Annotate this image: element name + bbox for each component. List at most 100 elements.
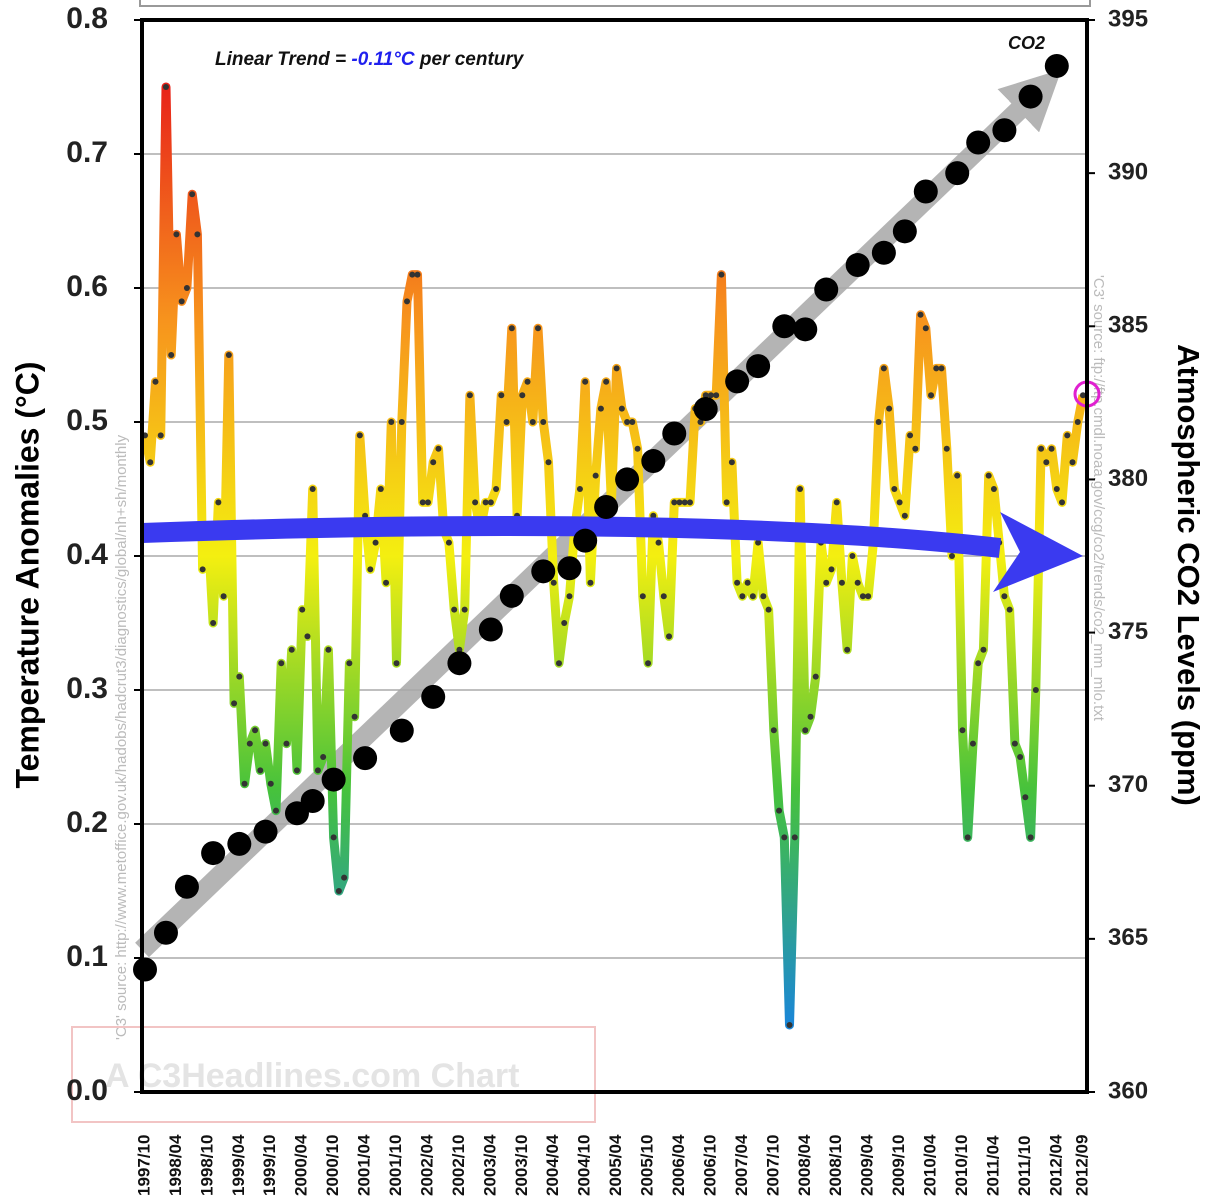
point [891, 486, 898, 492]
co2-dot [353, 746, 378, 771]
point [849, 553, 856, 559]
point [922, 325, 929, 332]
point [1059, 499, 1066, 506]
point [576, 486, 583, 492]
x-tick-label: 2001/10 [386, 1135, 405, 1196]
point [603, 378, 610, 385]
y2-tick-label: 380 [1108, 465, 1148, 492]
linear-trend-arrow [141, 515, 1002, 558]
point [917, 311, 924, 318]
point [566, 593, 573, 600]
point [844, 646, 851, 653]
x-tick-label: 2005/04 [606, 1134, 625, 1196]
x-tick-label: 2005/10 [638, 1135, 657, 1196]
point [404, 298, 411, 305]
point [435, 445, 442, 452]
point [503, 419, 510, 425]
point [262, 740, 269, 747]
point [173, 231, 180, 238]
point [760, 593, 767, 600]
point [901, 512, 908, 519]
annotation-value: -0.11°C [351, 49, 414, 70]
co2-dot [300, 789, 325, 814]
co2-dot [746, 354, 771, 379]
point [964, 834, 971, 841]
point [1048, 445, 1055, 452]
point [482, 499, 489, 506]
point [472, 499, 479, 506]
point [409, 271, 416, 278]
y-tick-label: 0.7 [66, 136, 108, 169]
x-tick-label: 1999/04 [229, 1134, 248, 1196]
point [1080, 392, 1086, 399]
point [1032, 687, 1039, 693]
point [451, 606, 458, 613]
point [791, 834, 798, 841]
point [1038, 445, 1045, 452]
point [765, 606, 772, 613]
point [624, 419, 631, 425]
point [147, 459, 154, 466]
point [555, 660, 562, 667]
point [1006, 606, 1013, 613]
point [1064, 432, 1071, 439]
co2-dot [772, 314, 797, 339]
x-tick-label: 2010/10 [952, 1135, 971, 1196]
point [859, 593, 866, 600]
y-tick-label: 0.5 [66, 404, 108, 437]
point [744, 579, 751, 586]
x-tick-label: 2007/04 [732, 1134, 751, 1196]
point [561, 620, 568, 626]
co2-dot [662, 421, 687, 446]
y2-tick-label: 370 [1108, 771, 1148, 798]
point [828, 566, 835, 573]
x-tick-label: 2001/04 [355, 1134, 374, 1196]
co2-dot [478, 617, 503, 642]
point [325, 646, 332, 653]
x-tick-label: 1998/04 [166, 1134, 185, 1196]
point [639, 593, 646, 600]
x-tick-label: 2011/10 [1015, 1135, 1034, 1196]
point [933, 365, 940, 372]
y2-tick-label: 385 [1108, 312, 1148, 339]
y2-tick-label: 365 [1108, 924, 1148, 951]
point [320, 754, 327, 760]
point [257, 767, 264, 774]
point [367, 566, 374, 573]
temperature-line [140, 82, 1088, 1030]
point [1074, 419, 1081, 425]
co2-dot [227, 831, 252, 856]
point [246, 740, 253, 747]
co2-dot [892, 219, 917, 244]
co2-dot [594, 494, 619, 519]
co2-dot [693, 396, 718, 421]
co2-dot [447, 651, 472, 676]
point [697, 419, 704, 425]
point [865, 593, 872, 600]
point [178, 298, 185, 305]
point [734, 579, 741, 586]
point [660, 593, 667, 600]
co2-dot [845, 253, 870, 278]
point [613, 365, 620, 372]
x-tick-label: 1997/10 [134, 1135, 153, 1196]
co2-dot [133, 957, 157, 982]
legend-box-edge [139, 0, 1091, 7]
x-tick-label: 2002/04 [417, 1134, 436, 1196]
source-left: 'C3' source: http://www.metoffice.gov.uk… [113, 434, 130, 1040]
co2-dot [871, 240, 896, 265]
point [1043, 459, 1050, 466]
point [1069, 459, 1076, 466]
point [424, 499, 431, 506]
point [388, 419, 395, 425]
x-tick-label: 2004/04 [543, 1134, 562, 1196]
point [786, 1022, 793, 1028]
point [419, 499, 426, 506]
point [686, 499, 693, 506]
y-tick-label: 0.3 [66, 672, 108, 705]
point [671, 499, 678, 506]
point [749, 593, 756, 600]
point [702, 392, 709, 399]
y2-axis-title: Atmospheric CO2 Levels (ppm) [1171, 344, 1206, 806]
